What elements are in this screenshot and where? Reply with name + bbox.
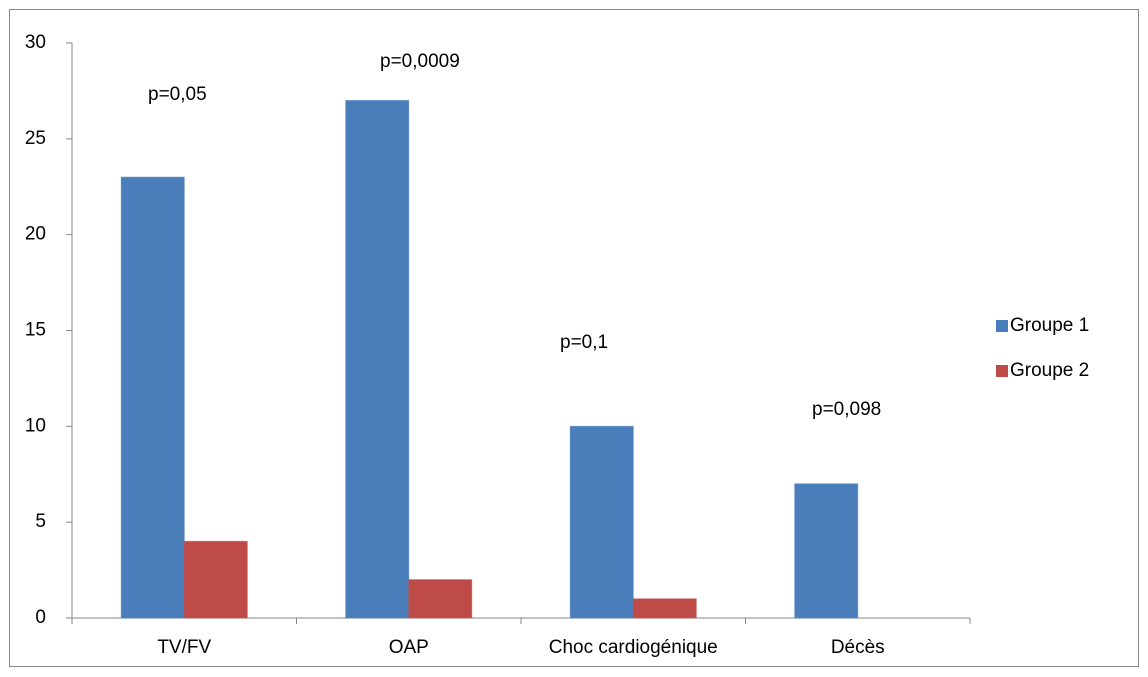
y-tick-label: 25 (25, 128, 46, 149)
bar (569, 425, 634, 619)
bar (120, 176, 185, 619)
legend-swatch (996, 320, 1008, 332)
x-tick-label: TV/FV (157, 637, 211, 658)
bar (345, 100, 410, 619)
y-tick-label: 15 (25, 320, 46, 341)
y-tick-label: 30 (25, 32, 46, 53)
bar (183, 540, 248, 619)
annotation: p=0,098 (812, 399, 881, 420)
bar (632, 598, 697, 619)
y-tick-label: 20 (25, 224, 46, 245)
x-tick-label: Décès (831, 637, 885, 658)
y-tick-label: 0 (35, 607, 46, 628)
annotation: p=0,05 (148, 84, 207, 105)
bar (408, 579, 473, 619)
annotation: p=0,1 (560, 332, 608, 353)
legend-label: Groupe 1 (1010, 315, 1089, 336)
x-tick-label: OAP (389, 637, 429, 658)
x-tick-label: Choc cardiogénique (549, 637, 718, 658)
y-tick-label: 5 (35, 511, 46, 532)
bar (794, 483, 859, 619)
legend-label: Groupe 2 (1010, 360, 1089, 381)
annotation: p=0,0009 (380, 51, 460, 72)
y-tick-label: 10 (25, 415, 46, 436)
legend-swatch (996, 365, 1008, 377)
